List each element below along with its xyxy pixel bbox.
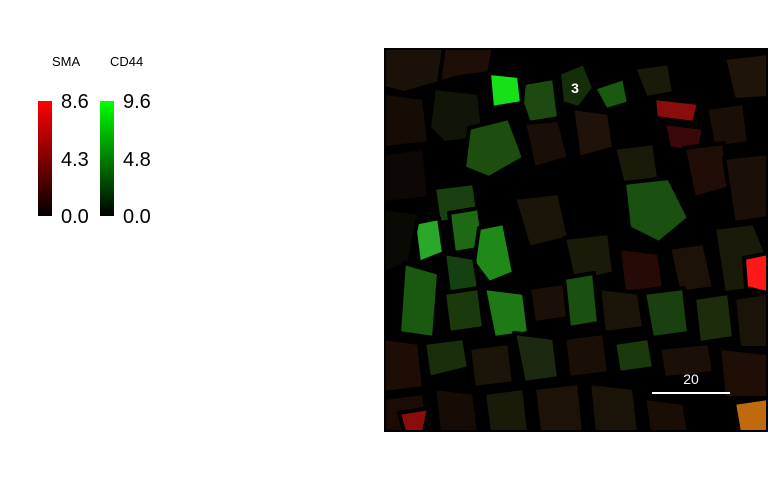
cell-region — [482, 286, 531, 340]
cd44-tick-max: 9.6 — [123, 91, 151, 113]
cell-region — [667, 241, 716, 295]
cell-region — [722, 151, 768, 225]
cd44-tick-min: 0.0 — [123, 206, 151, 228]
cell-region — [442, 286, 486, 335]
sma-tick-max: 8.6 — [61, 91, 89, 113]
cell-region — [652, 96, 701, 125]
cell-region — [384, 146, 431, 205]
cell-region — [557, 61, 596, 110]
scale-bar-label: 20 — [683, 371, 699, 387]
cd44-colorbar — [100, 101, 114, 216]
sma-tick-min: 0.0 — [61, 206, 89, 228]
cell-region — [462, 116, 526, 180]
cell-region — [732, 396, 768, 432]
cell-region — [632, 61, 676, 100]
cd44-tick-mid: 4.8 — [123, 149, 151, 171]
cell-region — [432, 386, 481, 432]
tissue-image-panel: 3 20 — [384, 48, 768, 432]
cell-region — [682, 141, 731, 200]
sma-colorbar — [38, 101, 52, 216]
cell-region — [384, 336, 426, 395]
cell-region — [562, 231, 616, 285]
cell-segmentation-image: 3 20 — [384, 48, 768, 432]
cell-region — [520, 76, 561, 125]
cell-region — [642, 286, 691, 340]
cell-region — [612, 336, 656, 375]
cell-region — [587, 381, 641, 432]
cell-region — [397, 261, 441, 340]
cell-region — [570, 106, 616, 160]
cell-region — [532, 381, 586, 432]
cell-region — [704, 101, 751, 150]
sma-tick-mid: 4.3 — [61, 149, 89, 171]
cell-region — [597, 286, 646, 335]
cell-region — [562, 271, 601, 330]
cell-region — [732, 291, 768, 350]
cell-region — [384, 48, 446, 95]
cell-region — [617, 246, 666, 295]
sma-legend-title: SMA — [52, 54, 81, 69]
cd44-legend-title: CD44 — [110, 54, 144, 69]
cell-region — [642, 396, 691, 432]
cell-region — [397, 406, 431, 432]
cell-region — [717, 346, 768, 400]
cell-region — [622, 176, 691, 245]
cell-region — [512, 331, 561, 385]
cell-region — [467, 341, 516, 390]
cell-region — [692, 291, 736, 345]
cell-region — [487, 71, 524, 110]
cell-region — [722, 51, 768, 102]
cell-region — [522, 118, 571, 170]
cell-region — [422, 336, 471, 380]
cell-region — [657, 341, 716, 380]
cell-region — [562, 331, 611, 380]
cell-region — [592, 76, 631, 112]
cluster-label: 3 — [571, 80, 579, 96]
cell-region — [742, 251, 768, 295]
cell-region — [437, 48, 496, 85]
cell-region — [384, 91, 431, 150]
cell-region — [527, 281, 571, 325]
cell-region — [482, 386, 531, 432]
